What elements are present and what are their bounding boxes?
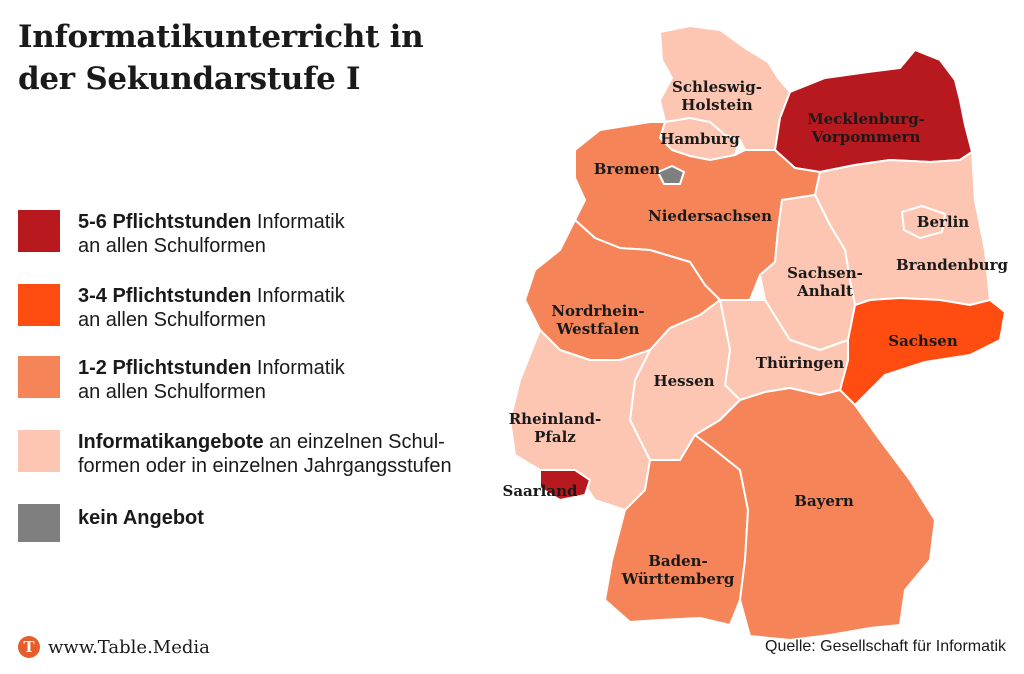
label-hessen: Hessen (653, 372, 714, 390)
state-sachsen[interactable] (839, 297, 1006, 406)
label-rheinland-pfalz-1: Rheinland- (509, 410, 602, 428)
label-sachsen: Sachsen (888, 332, 958, 350)
brand-footer: T www.Table.Media (18, 636, 210, 658)
legend-text: kein Angebot (78, 507, 204, 529)
label-mecklenburg-vorpommern-2: Vorpommern (811, 128, 921, 146)
legend-swatch (18, 356, 60, 398)
legend-swatch (18, 504, 60, 542)
label-baden-wuerttemberg-2: Württemberg (621, 570, 735, 588)
legend-text: 1-2 Pflichtstunden Informatik an allen Sc… (78, 357, 345, 403)
legend-text: 5-6 Pflichtstunden Informatik an allen Sc… (78, 211, 345, 257)
legend-text: 3-4 Pflichtstunden Informatik an allen Sc… (78, 285, 345, 331)
legend-swatch (18, 210, 60, 252)
label-nordrhein-westfalen-2: Westfalen (556, 320, 640, 338)
label-rheinland-pfalz-2: Pfalz (534, 428, 576, 446)
label-berlin: Berlin (917, 213, 970, 231)
legend-swatch (18, 284, 60, 326)
label-thueringen: Thüringen (756, 354, 845, 372)
legend-item-5-6: 5-6 Pflichtstunden Informatik an allen Sc… (18, 210, 345, 258)
source-note: Quelle: Gesellschaft für Informatik (765, 638, 1006, 655)
page-title: Informatikunterricht in der Sekundarstuf… (18, 16, 488, 100)
label-nordrhein-westfalen-1: Nordrhein- (551, 302, 644, 320)
legend-swatch (18, 430, 60, 472)
table-media-logo-icon: T (18, 636, 40, 658)
label-bayern: Bayern (794, 492, 854, 510)
label-mecklenburg-vorpommern-1: Mecklenburg- (807, 110, 925, 128)
label-niedersachsen: Niedersachsen (648, 207, 772, 225)
legend-item-angebote: Informatikangebote an einzelnen Schul-fo… (18, 430, 452, 478)
label-saarland: Saarland (503, 482, 578, 500)
title-line-1: Informatikunterricht in (18, 19, 424, 55)
legend-item-kein-angebot: kein Angebot (18, 504, 204, 542)
state-saarland[interactable] (539, 469, 591, 501)
label-sachsen-anhalt-1: Sachsen- (787, 264, 863, 282)
state-berlin[interactable] (901, 205, 946, 239)
label-schleswig-holstein-2: Holstein (681, 96, 752, 114)
state-bayern[interactable] (694, 387, 936, 641)
label-hamburg: Hamburg (660, 130, 740, 148)
label-sachsen-anhalt-2: Anhalt (796, 282, 853, 300)
legend-item-1-2: 1-2 Pflichtstunden Informatik an allen Sc… (18, 356, 345, 404)
legend-item-3-4: 3-4 Pflichtstunden Informatik an allen Sc… (18, 284, 345, 332)
label-schleswig-holstein-1: Schleswig- (672, 78, 762, 96)
label-bremen: Bremen (594, 160, 661, 178)
state-bremen[interactable] (657, 165, 685, 185)
legend-text: Informatikangebote an einzelnen Schul-fo… (78, 431, 452, 477)
label-brandenburg: Brandenburg (896, 256, 1008, 274)
brand-url[interactable]: www.Table.Media (48, 636, 210, 658)
title-line-2: der Sekundarstufe I (18, 61, 361, 97)
label-baden-wuerttemberg-1: Baden- (648, 552, 708, 570)
